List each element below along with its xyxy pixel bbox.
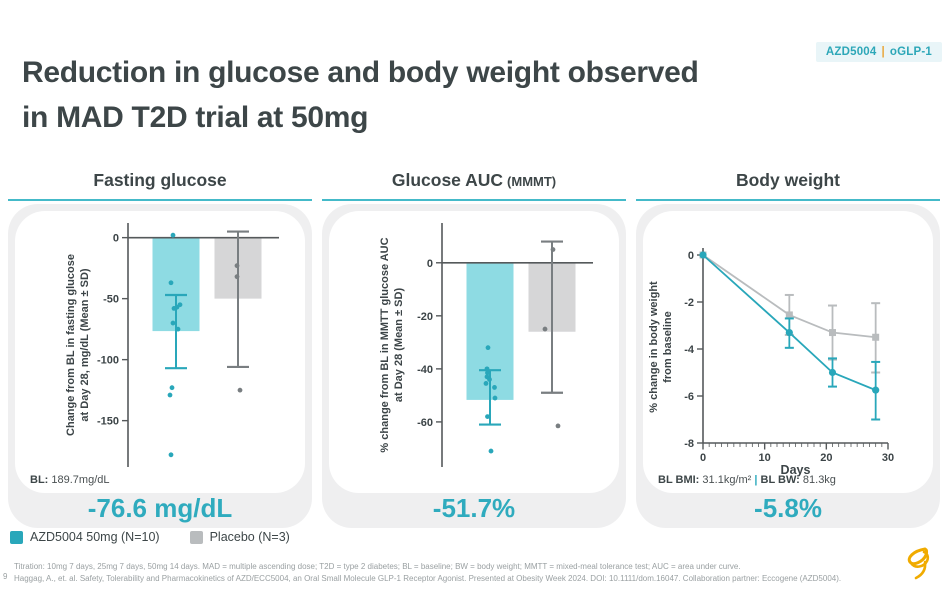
- page-title: Reduction in glucose and body weight obs…: [22, 50, 699, 140]
- legend-label: AZD5004 50mg (N=10): [30, 530, 160, 544]
- footnote-line-1: Titration: 10mg 7 days, 25mg 7 days, 50m…: [14, 562, 741, 571]
- svg-text:% change from BL in MMTT gluco: % change from BL in MMTT glucose AUC: [379, 237, 391, 452]
- svg-text:-20: -20: [417, 311, 433, 323]
- svg-text:-4: -4: [684, 344, 695, 356]
- baseline-note: BL: 189.7mg/dL: [30, 474, 110, 486]
- svg-text:at Day 28, mg/dL (Mean ± SD): at Day 28, mg/dL (Mean ± SD): [79, 268, 91, 421]
- fasting-glucose-card: Change from BL in fasting glucose at Day …: [8, 204, 312, 528]
- svg-text:0: 0: [427, 258, 433, 270]
- svg-text:30: 30: [882, 452, 894, 464]
- title-line-1: Reduction in glucose and body weight obs…: [22, 56, 699, 89]
- svg-text:0: 0: [113, 233, 119, 245]
- title-line-2: in MAD T2D trial at 50mg: [22, 101, 369, 134]
- footnotes: Titration: 10mg 7 days, 25mg 7 days, 50m…: [14, 561, 888, 584]
- footnote-line-2: Haggag, A., et. al. Safety, Tolerability…: [14, 573, 842, 583]
- fasting-glucose-chartbox: Change from BL in fasting glucose at Day …: [15, 211, 305, 493]
- svg-text:at Day 28 (Mean ± SD): at Day 28 (Mean ± SD): [393, 288, 405, 403]
- body-weight-card: % change in body weight from baseline 0 -2 -…: [636, 204, 940, 528]
- svg-text:-40: -40: [417, 364, 433, 376]
- fasting-glucose-chart: Change from BL in fasting glucose at Day …: [65, 223, 279, 467]
- svg-text:-8: -8: [684, 438, 694, 450]
- legend-label: Placebo (N=3): [209, 530, 290, 544]
- svg-text:Change from BL in fasting gluc: Change from BL in fasting glucose: [65, 254, 77, 436]
- glucose-auc-header: Glucose AUC (MMMT): [322, 170, 626, 201]
- svg-text:Days: Days: [781, 463, 811, 477]
- svg-text:-60: -60: [417, 417, 433, 429]
- glucose-auc-card: % change from BL in MMTT glucose AUC at D…: [322, 204, 626, 528]
- baseline-note: BL BMI: 31.1kg/m² | BL BW: 81.3kg: [658, 474, 836, 486]
- panel-glucose-auc: Glucose AUC (MMMT) % change from BL in MM…: [322, 170, 626, 528]
- svg-text:20: 20: [820, 452, 832, 464]
- badge-product: AZD5004: [825, 46, 877, 58]
- header-text: Glucose AUC: [391, 170, 504, 190]
- header-text: Fasting glucose: [93, 170, 227, 190]
- legend: AZD5004 50mg (N=10) Placebo (N=3): [10, 530, 290, 544]
- glucose-auc-stat: -51.7%: [432, 493, 516, 523]
- product-badge: AZD5004 | oGLP-1: [815, 42, 942, 62]
- legend-item: Placebo (N=3): [189, 530, 290, 544]
- svg-text:0: 0: [688, 250, 694, 262]
- fasting-glucose-header: Fasting glucose: [8, 170, 312, 201]
- chart-columns: Fasting glucose Change from BL in fastin…: [8, 170, 940, 528]
- svg-text:10: 10: [759, 452, 771, 464]
- fasting-glucose-stat: -76.6 mg/dL: [87, 493, 233, 523]
- header-suffix: (MMMT): [507, 174, 557, 189]
- panel-fasting-glucose: Fasting glucose Change from BL in fastin…: [8, 170, 312, 528]
- legend-swatch-icon: [10, 530, 23, 544]
- svg-text:0: 0: [700, 452, 706, 464]
- body-weight-chartbox: % change in body weight from baseline 0 -2 -…: [643, 211, 933, 493]
- svg-text:-2: -2: [684, 297, 694, 309]
- astrazeneca-logo-icon: [907, 547, 930, 580]
- page-number: 9: [3, 572, 8, 581]
- svg-text:-6: -6: [684, 391, 694, 403]
- svg-text:from baseline: from baseline: [662, 311, 674, 383]
- header-text: Body weight: [735, 170, 841, 190]
- svg-text:-100: -100: [97, 355, 119, 367]
- glucose-auc-chart: % change from BL in MMTT glucose AUC at D…: [379, 223, 593, 467]
- badge-separator: |: [881, 46, 885, 58]
- legend-swatch-icon: [189, 530, 203, 544]
- glucose-auc-chartbox: % change from BL in MMTT glucose AUC at D…: [329, 211, 619, 493]
- body-weight-chart: % change in body weight from baseline 0 -2 -…: [648, 248, 894, 477]
- body-weight-stat: -5.8%: [754, 493, 822, 523]
- badge-program: oGLP-1: [889, 46, 932, 58]
- svg-text:-50: -50: [103, 294, 119, 306]
- legend-item: AZD5004 50mg (N=10): [10, 530, 160, 544]
- body-weight-header: Body weight: [636, 170, 940, 201]
- svg-text:-150: -150: [97, 416, 119, 428]
- svg-text:% change in body weight: % change in body weight: [648, 281, 660, 413]
- panel-body-weight: Body weight % change in body weight from …: [636, 170, 940, 528]
